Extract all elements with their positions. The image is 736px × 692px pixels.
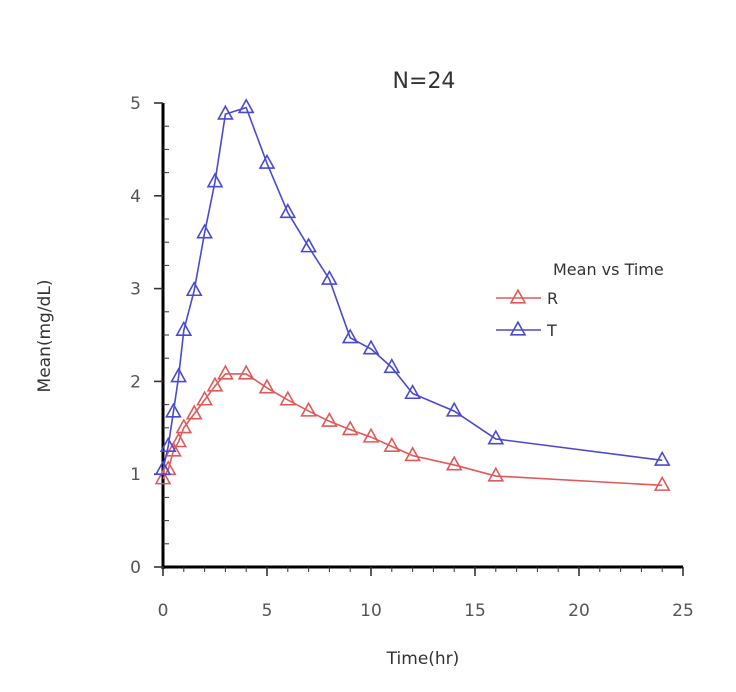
data-point-R [237, 364, 255, 380]
data-point-R [165, 441, 182, 457]
y-ticks: 0 1 2 3 4 5 [130, 94, 169, 578]
data-point-R [445, 455, 463, 471]
legend-swatch-marker-R [509, 288, 527, 304]
data-point-T [196, 223, 213, 239]
data-point-R [185, 404, 203, 420]
series-line-T [162, 106, 663, 470]
x-tick-label: 25 [672, 601, 694, 621]
y-tick-label: 2 [130, 372, 141, 392]
data-point-T [487, 429, 505, 445]
data-point-R [383, 436, 401, 452]
axes [161, 103, 683, 569]
data-point-R [321, 411, 338, 427]
data-point-R [258, 378, 276, 394]
data-point-R [217, 364, 234, 380]
series-line-R [162, 373, 663, 487]
y-axis-title: Mean(mg/dL) [35, 280, 55, 393]
x-tick-label: 5 [262, 601, 273, 621]
y-tick-label: 1 [130, 465, 141, 485]
data-point-R [487, 466, 505, 482]
data-point-R [279, 390, 297, 406]
x-ticks: 0 5 10 15 20 25 [158, 567, 694, 621]
data-point-T [279, 203, 297, 219]
data-point-T [154, 460, 172, 476]
data-point-R [154, 469, 172, 485]
data-point-T [362, 339, 380, 355]
series-R [154, 364, 671, 491]
x-tick-label: 20 [568, 601, 590, 621]
data-point-T [206, 172, 224, 188]
data-point-R [404, 446, 421, 462]
data-point-T [445, 401, 463, 417]
data-point-T [341, 328, 359, 344]
data-point-T [170, 367, 187, 383]
data-point-T [175, 320, 193, 336]
y-tick-label: 5 [130, 94, 141, 114]
legend-swatch-marker-T [509, 320, 527, 336]
data-point-T [185, 280, 203, 297]
chart-title: N=24 [393, 69, 456, 94]
x-tick-label: 10 [360, 601, 382, 621]
data-point-R [653, 475, 671, 491]
legend-label-T: T [546, 321, 557, 340]
data-point-T [165, 402, 182, 418]
data-point-T [217, 104, 234, 120]
data-point-T [383, 358, 401, 374]
data-point-T [258, 153, 276, 169]
legend-label-R: R [547, 289, 558, 308]
data-point-R [341, 420, 359, 436]
data-point-T [653, 450, 671, 466]
x-tick-label: 0 [158, 601, 169, 621]
series-T [154, 98, 671, 476]
data-point-T [300, 237, 317, 253]
data-point-R [362, 427, 380, 443]
data-point-R [175, 418, 193, 434]
y-tick-label: 0 [130, 558, 141, 578]
data-point-T [159, 436, 177, 452]
data-point-T [237, 98, 255, 114]
x-tick-label: 15 [464, 601, 486, 621]
data-point-R [206, 376, 224, 392]
data-point-T [321, 269, 338, 285]
data-point-R [170, 432, 187, 448]
legend-title: Mean vs Time [553, 260, 664, 279]
data-point-T [404, 384, 421, 400]
x-axis-title: Time(hr) [386, 649, 460, 669]
data-point-R [300, 401, 317, 417]
data-point-R [196, 390, 213, 406]
legend: Mean vs Time RT [496, 260, 664, 340]
y-tick-label: 3 [130, 280, 141, 300]
series-layer [154, 98, 671, 491]
y-tick-label: 4 [130, 187, 141, 207]
